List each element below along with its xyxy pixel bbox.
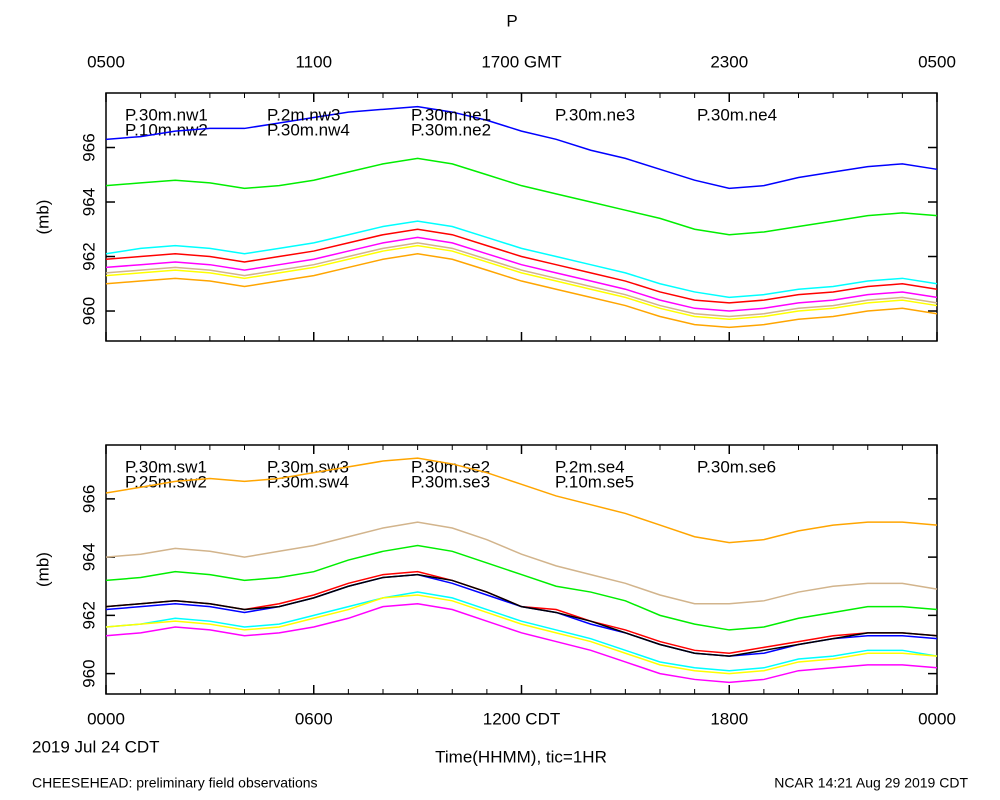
x-tick-label: 0500	[87, 52, 125, 71]
data-line	[105, 236, 938, 312]
legend-entry: P.30m.sw4	[267, 472, 349, 491]
x-tick-label: 1200 CDT	[483, 709, 560, 728]
data-line	[105, 591, 938, 672]
data-line	[105, 544, 938, 631]
date-label: 2019 Jul 24 CDT	[32, 737, 160, 756]
legend-entry: P.30m.sw3	[267, 457, 349, 476]
x-axis-label: Time(HHMM), tic=1HR	[435, 747, 607, 766]
legend-entry: P.30m.se6	[697, 457, 776, 476]
legend-entry: P.25m.sw2	[125, 472, 207, 491]
x-tick-label: 1700 GMT	[481, 52, 561, 71]
legend-entry: P.30m.ne2	[411, 120, 491, 139]
y-tick-label: 960	[79, 297, 98, 325]
y-tick-label: 962	[79, 601, 98, 629]
y-axis-label: (mb)	[33, 200, 52, 235]
y-tick-label: 962	[79, 242, 98, 270]
y-tick-label: 966	[79, 133, 98, 161]
x-tick-label: 1100	[295, 52, 332, 71]
legend-entry: P.2m.nw3	[267, 105, 340, 124]
y-axis-label: (mb)	[33, 552, 52, 587]
legend-entry: P.10m.nw2	[125, 120, 208, 139]
legend-entry: P.10m.se5	[555, 472, 634, 491]
data-line	[105, 602, 938, 684]
y-tick-label: 966	[79, 485, 98, 513]
legend-entry: P.30m.ne1	[411, 105, 491, 124]
legend-entry: P.2m.se4	[555, 457, 625, 476]
plot-frame	[105, 92, 938, 342]
x-tick-label: 1800	[710, 709, 748, 728]
data-line	[105, 253, 938, 329]
plot-frame	[105, 444, 938, 695]
x-tick-label: 0000	[918, 709, 956, 728]
data-line	[105, 157, 938, 236]
y-tick-label: 964	[79, 543, 98, 571]
data-line	[105, 457, 938, 544]
legend-entry: P.30m.sw1	[125, 457, 207, 476]
data-line	[105, 244, 938, 320]
footer-left: CHEESEHEAD: preliminary field observatio…	[32, 775, 318, 791]
legend-entry: P.30m.se2	[411, 457, 490, 476]
legend-entry: P.30m.ne4	[697, 105, 777, 124]
data-line	[105, 220, 938, 299]
y-tick-label: 964	[79, 188, 98, 216]
legend-entry: P.30m.ne3	[555, 105, 635, 124]
legend-entry: P.30m.nw1	[125, 105, 208, 124]
chart-title: P	[506, 11, 517, 30]
legend-entry: P.30m.nw4	[267, 120, 350, 139]
y-tick-label: 960	[79, 659, 98, 687]
data-line	[105, 570, 938, 654]
x-tick-label: 2300	[710, 52, 748, 71]
x-tick-label: 0000	[87, 709, 125, 728]
data-line	[105, 242, 938, 318]
legend-entry: P.30m.se3	[411, 472, 490, 491]
data-line	[105, 228, 938, 304]
data-line	[105, 573, 938, 657]
data-line	[105, 594, 938, 675]
x-tick-label: 0500	[918, 52, 956, 71]
footer-right: NCAR 14:21 Aug 29 2019 CDT	[774, 775, 968, 791]
data-line	[105, 521, 938, 605]
x-tick-label: 0600	[295, 709, 333, 728]
data-line	[105, 105, 938, 190]
